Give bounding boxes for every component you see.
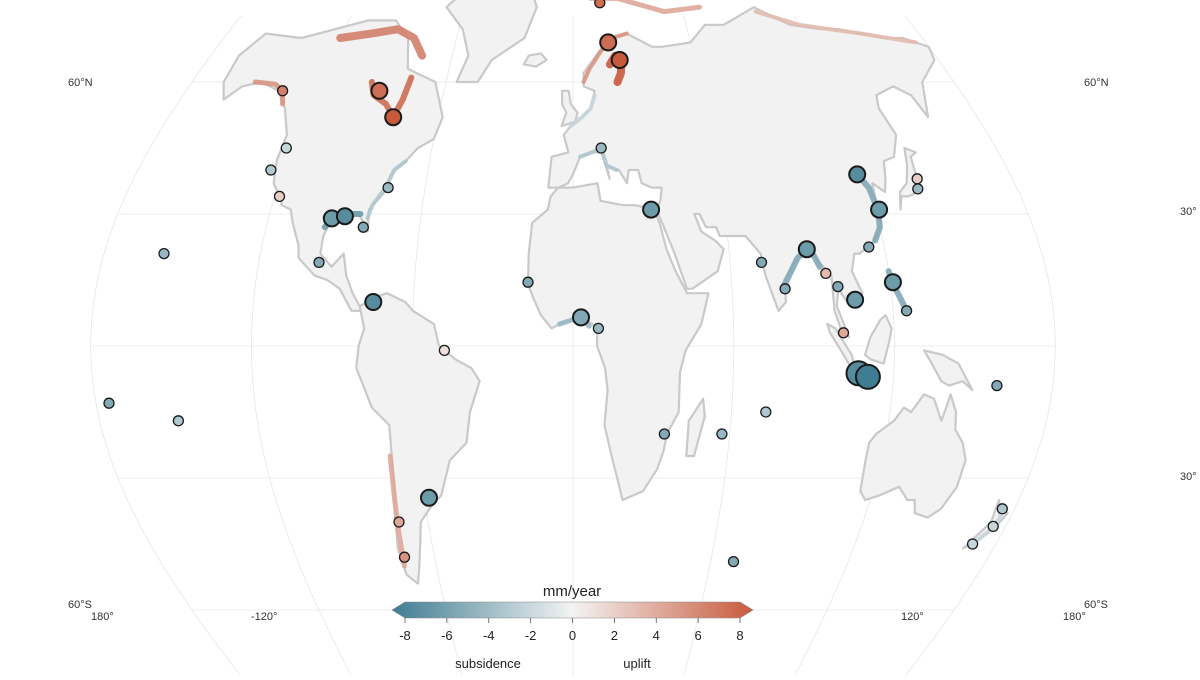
station-marker [883, 273, 902, 292]
station-marker [991, 379, 1003, 392]
station-marker [438, 344, 451, 357]
station-marker [870, 200, 889, 219]
station-marker [837, 327, 850, 339]
station-marker [966, 538, 979, 550]
station-marker [642, 200, 661, 219]
land-new-guinea [922, 349, 974, 392]
station-marker [335, 207, 354, 226]
station-marker [103, 397, 115, 409]
lon-label-120: 120° [901, 611, 924, 623]
lon-label-minus120: -120° [251, 611, 277, 623]
station-marker [522, 276, 534, 288]
station-marker [594, 0, 606, 9]
tide-gauge-stations [103, 0, 1008, 568]
colorbar-tick-label: 4 [653, 628, 660, 643]
station-marker [384, 108, 403, 127]
colorbar-tick-label: 2 [611, 628, 618, 643]
band-siberia-uplift [753, 9, 918, 45]
station-marker [265, 164, 277, 176]
station-marker [854, 363, 881, 390]
station-marker [420, 488, 438, 507]
band-svalbard-uplift [588, 0, 702, 15]
station-marker [716, 428, 728, 440]
station-marker [572, 308, 590, 327]
colorbar-tick-label: -8 [399, 628, 411, 643]
lat-label-60s-left: 60°S [68, 599, 92, 611]
station-marker [727, 555, 740, 568]
lat-label-30s-right: 30° [1180, 471, 1197, 483]
colorbar-gradient [391, 601, 754, 619]
band-norway-uplift [581, 31, 629, 84]
colorbar-tick-label: -6 [441, 628, 453, 643]
colorbar-tick-label: 6 [695, 628, 702, 643]
station-marker [658, 428, 671, 440]
station-marker [820, 267, 832, 280]
station-marker [610, 51, 629, 69]
land-south-america [355, 292, 481, 585]
land-greenland [445, 0, 538, 84]
lat-label-60n-left: 60°N [68, 77, 93, 89]
station-marker [599, 33, 618, 52]
land-australia [859, 393, 967, 519]
land-borneo [863, 314, 893, 365]
station-marker [382, 181, 394, 194]
station-marker [797, 240, 816, 259]
band-arctic-canada-uplift [336, 25, 427, 60]
station-marker [273, 190, 286, 203]
colorbar-label-subsidence: subsidence [455, 656, 521, 671]
lon-label-180-right: 180° [1063, 611, 1086, 623]
station-marker [364, 293, 383, 311]
lat-label-60n-right: 60°N [1084, 77, 1109, 89]
meridian-line [904, 15, 1056, 677]
colorbar-tick-label: 0 [569, 628, 576, 643]
station-marker [158, 247, 170, 260]
land-madagascar [685, 397, 706, 458]
station-marker [996, 503, 1008, 515]
colorbar-tick-label: -4 [483, 628, 495, 643]
band-north-sea-subsidence [568, 93, 597, 128]
station-marker [900, 305, 913, 317]
colorbar-title: mm/year [543, 583, 601, 600]
lat-label-30n-right: 30° [1180, 206, 1197, 218]
station-marker [313, 256, 325, 269]
station-marker [592, 322, 605, 335]
station-marker [393, 516, 405, 528]
station-marker [357, 221, 369, 233]
land-masses [222, 0, 1009, 585]
band-chile-uplift [387, 453, 407, 569]
land-iceland [522, 52, 548, 68]
station-marker [779, 283, 791, 295]
station-marker [172, 415, 185, 427]
station-marker [280, 142, 292, 154]
station-marker [398, 551, 411, 563]
land-britain [560, 89, 579, 128]
station-marker [863, 241, 875, 253]
station-marker [848, 165, 867, 184]
station-marker [760, 406, 772, 418]
station-marker [987, 520, 999, 533]
land-north-america [222, 19, 444, 312]
land-eurasia [547, 6, 936, 339]
station-marker [912, 183, 924, 195]
land-japan [898, 146, 919, 211]
colorbar-label-uplift: uplift [623, 656, 651, 671]
colorbar: mm/year -8 -6 -4 -2 0 2 4 6 8 subsidence uplift [391, 583, 754, 671]
station-marker [595, 142, 607, 154]
lon-label-180-left: 180° [91, 611, 114, 623]
meridian-line [90, 15, 242, 677]
colorbar-tick-label: -2 [525, 628, 537, 643]
station-marker [846, 290, 865, 309]
station-marker [370, 81, 389, 100]
station-marker [911, 173, 923, 185]
station-marker [276, 85, 289, 97]
lat-label-60s-right: 60°S [1084, 599, 1108, 611]
station-marker [755, 256, 768, 269]
station-marker [832, 280, 844, 293]
colorbar-tick-label: 8 [736, 628, 743, 643]
